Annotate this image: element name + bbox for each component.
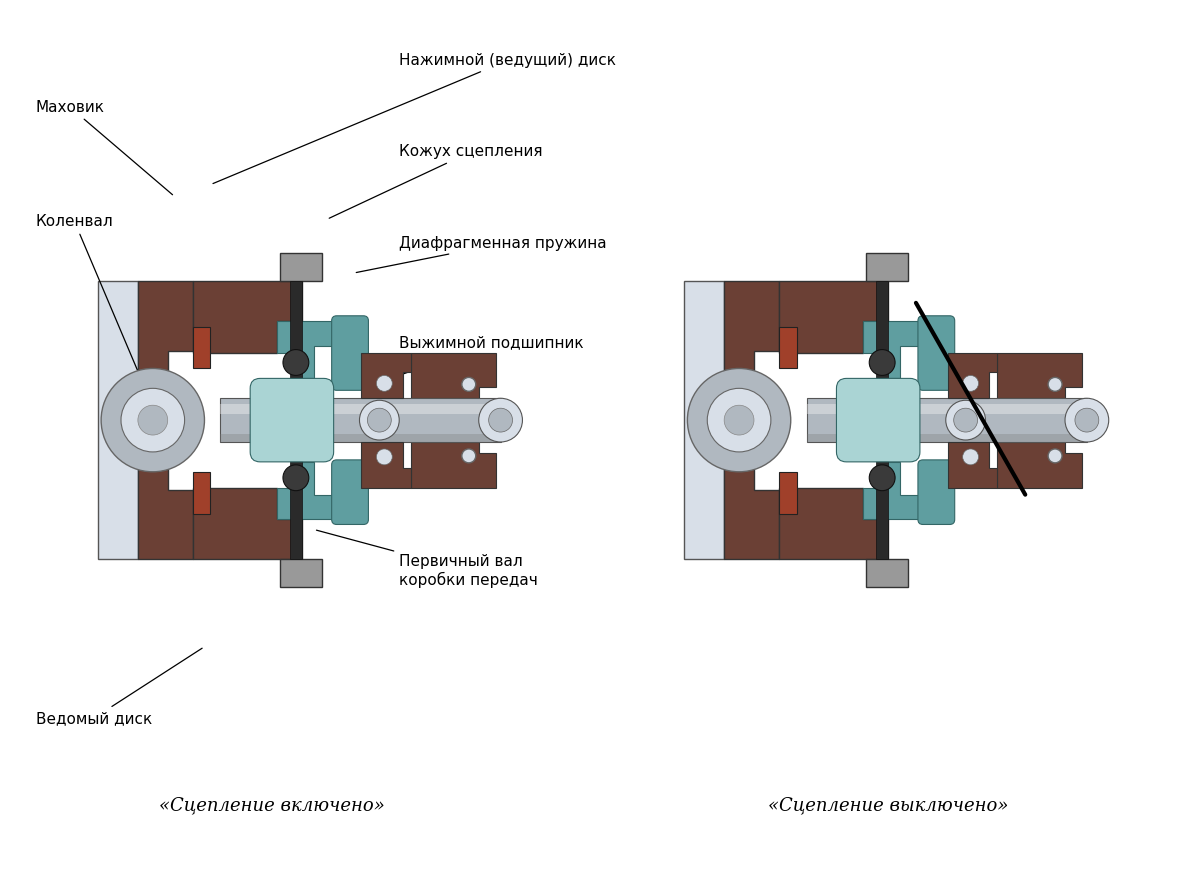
Circle shape	[461, 377, 476, 391]
Bar	[876, 281, 888, 559]
FancyBboxPatch shape	[918, 460, 955, 524]
Circle shape	[707, 389, 771, 452]
FancyBboxPatch shape	[250, 379, 333, 462]
Bar	[289, 281, 302, 559]
Text: Нажимной (ведущий) диск: Нажимной (ведущий) диск	[213, 53, 617, 183]
Circle shape	[963, 449, 978, 465]
Polygon shape	[948, 352, 997, 398]
Polygon shape	[98, 281, 138, 559]
Text: «Сцепление включено»: «Сцепление включено»	[159, 796, 385, 815]
FancyBboxPatch shape	[332, 460, 369, 524]
Circle shape	[1065, 398, 1109, 442]
Polygon shape	[997, 442, 1082, 488]
Text: Выжимной подшипник: Выжимной подшипник	[382, 335, 584, 381]
Bar	[221, 434, 500, 442]
Text: Кожух сцепления: Кожух сцепления	[330, 144, 543, 218]
Polygon shape	[863, 462, 923, 520]
Bar	[779, 472, 797, 514]
Bar	[866, 559, 908, 587]
Polygon shape	[192, 488, 302, 559]
FancyBboxPatch shape	[836, 379, 920, 462]
Circle shape	[945, 400, 986, 440]
Polygon shape	[362, 352, 412, 398]
Circle shape	[283, 465, 308, 491]
Polygon shape	[192, 281, 302, 352]
Text: Коленвал: Коленвал	[36, 214, 157, 416]
Circle shape	[479, 398, 523, 442]
Bar	[806, 398, 1086, 442]
Text: Ведомый диск: Ведомый диск	[36, 648, 202, 726]
Circle shape	[461, 449, 476, 463]
Polygon shape	[278, 462, 337, 520]
Bar	[280, 559, 321, 587]
Polygon shape	[863, 321, 923, 379]
Text: «Сцепление выключено»: «Сцепление выключено»	[769, 796, 1008, 815]
Text: Диафрагменная пружина: Диафрагменная пружина	[356, 236, 607, 272]
Bar	[866, 253, 908, 281]
Polygon shape	[779, 488, 888, 559]
Circle shape	[869, 465, 895, 491]
Polygon shape	[779, 281, 888, 352]
Polygon shape	[362, 442, 412, 488]
Circle shape	[376, 449, 393, 465]
Circle shape	[121, 389, 185, 452]
Circle shape	[489, 408, 512, 432]
Polygon shape	[412, 352, 496, 398]
Circle shape	[954, 408, 977, 432]
Polygon shape	[138, 281, 192, 559]
FancyBboxPatch shape	[332, 315, 369, 390]
Circle shape	[1075, 408, 1098, 432]
Bar	[806, 434, 1086, 442]
Bar	[192, 472, 210, 514]
Circle shape	[101, 368, 204, 472]
Circle shape	[283, 350, 308, 375]
Polygon shape	[997, 352, 1082, 398]
Polygon shape	[412, 442, 496, 488]
Circle shape	[376, 375, 393, 391]
Circle shape	[869, 350, 895, 375]
Text: Первичный вал
коробки передач: Первичный вал коробки передач	[317, 530, 538, 588]
Circle shape	[138, 405, 167, 435]
Circle shape	[963, 375, 978, 391]
Circle shape	[1048, 377, 1061, 391]
Polygon shape	[278, 321, 337, 379]
Bar	[806, 404, 1086, 414]
FancyBboxPatch shape	[918, 315, 955, 390]
Bar	[221, 398, 500, 442]
Circle shape	[368, 408, 391, 432]
Text: Маховик: Маховик	[36, 100, 172, 195]
Bar	[192, 327, 210, 368]
Polygon shape	[948, 442, 997, 488]
Polygon shape	[684, 281, 725, 559]
Circle shape	[359, 400, 400, 440]
Circle shape	[1048, 449, 1061, 463]
Bar	[779, 327, 797, 368]
Bar	[221, 404, 500, 414]
Bar	[280, 253, 321, 281]
Circle shape	[688, 368, 791, 472]
Polygon shape	[725, 281, 779, 559]
Circle shape	[725, 405, 754, 435]
